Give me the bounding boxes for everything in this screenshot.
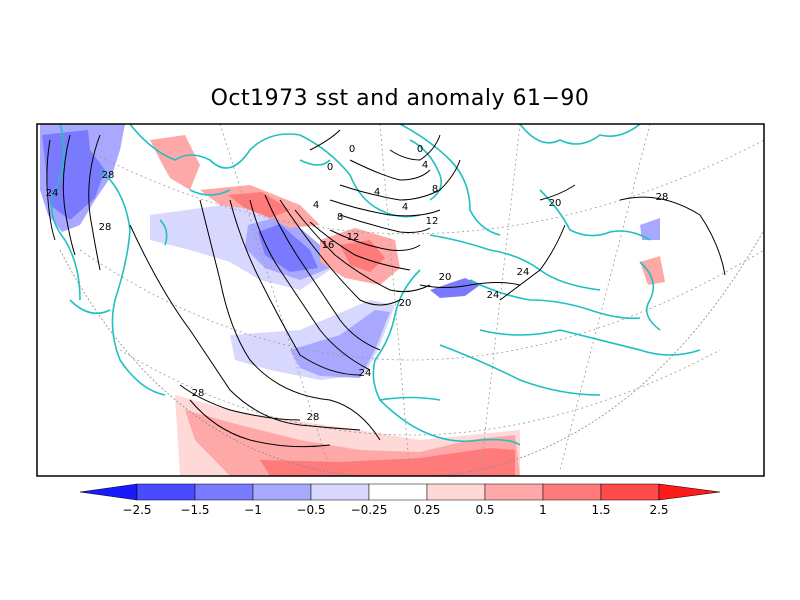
anomaly-neg-caspian [640, 218, 660, 240]
colorbar-swatch [194, 483, 254, 501]
colorbar: −2.5 −1.5 −1 −0.5 −0.25 0.25 0.5 1 1.5 2… [79, 483, 721, 517]
colorbar-arrow-right [658, 483, 721, 501]
contour-label: 0 [417, 144, 423, 155]
contour-label: 28 [307, 412, 320, 423]
contour-label: 24 [517, 267, 530, 278]
colorbar-label: 1 [539, 503, 547, 517]
contour-label: 28 [102, 170, 115, 181]
colorbar-label: −1 [244, 503, 262, 517]
colorbar-arrow-left [79, 483, 138, 501]
contour-label: 12 [426, 216, 439, 227]
anomaly-pos-north-core [228, 192, 290, 218]
contour-label: 28 [99, 222, 112, 233]
anomaly-neg-core-2 [258, 224, 318, 272]
contour-label: 20 [399, 298, 412, 309]
colorbar-label: −0.25 [351, 503, 388, 517]
anomaly-pos-north-west [150, 135, 200, 190]
colorbar-swatch [252, 483, 312, 501]
colorbar-label: −1.5 [180, 503, 209, 517]
colorbar-label: 0.25 [414, 503, 441, 517]
map-title: Oct1973 sst and anomaly 61−90 [210, 86, 590, 111]
contour-label: 4 [422, 160, 428, 171]
contour-label: 8 [337, 212, 343, 223]
contour-label: 0 [327, 162, 333, 173]
colorbar-swatch [426, 483, 486, 501]
contour-label: 0 [349, 144, 355, 155]
contour-label: 24 [487, 290, 500, 301]
contour-label: 4 [374, 187, 380, 198]
anomaly-neg-south-core [290, 310, 390, 378]
contour-label: 24 [359, 368, 372, 379]
contour-label: 4 [313, 200, 319, 211]
colorbar-label: −2.5 [122, 503, 151, 517]
sst-contours [46, 129, 726, 448]
contour-label: 28 [192, 388, 205, 399]
contour-label: 4 [402, 202, 408, 213]
projection-mask-right [640, 260, 764, 476]
anomaly-shading [40, 124, 665, 476]
colorbar-swatch [600, 483, 660, 501]
contour-label: 12 [347, 232, 360, 243]
contour-label: 24 [46, 188, 59, 199]
contour-label: 20 [549, 198, 562, 209]
colorbar-swatch [136, 483, 196, 501]
contour-labels: 0 0 0 4 4 4 4 8 8 12 12 16 20 20 20 24 2… [46, 144, 669, 423]
anomaly-pos-central-core [340, 240, 385, 272]
colorbar-label: −0.5 [296, 503, 325, 517]
contour-label: 16 [322, 240, 335, 251]
colorbar-swatch [310, 483, 370, 501]
colorbar-swatch [368, 483, 428, 501]
anomaly-pos-south-core [260, 448, 515, 476]
contour-label: 8 [432, 184, 438, 195]
colorbar-swatch [542, 483, 602, 501]
map-area: 0 0 0 4 4 4 4 8 8 12 12 16 20 20 20 24 2… [37, 124, 764, 476]
projection-mask [37, 300, 95, 476]
contour-label: 20 [439, 272, 452, 283]
projection-edge [59, 229, 764, 476]
colorbar-label: 2.5 [649, 503, 668, 517]
anomaly-neg-med [430, 278, 480, 298]
anomaly-pos-east [640, 256, 665, 285]
coastlines [50, 124, 701, 446]
colorbar-label: 1.5 [591, 503, 610, 517]
map-frame [36, 123, 765, 477]
colorbar-swatch [484, 483, 544, 501]
colorbar-label: 0.5 [475, 503, 494, 517]
contour-label: 28 [656, 192, 669, 203]
